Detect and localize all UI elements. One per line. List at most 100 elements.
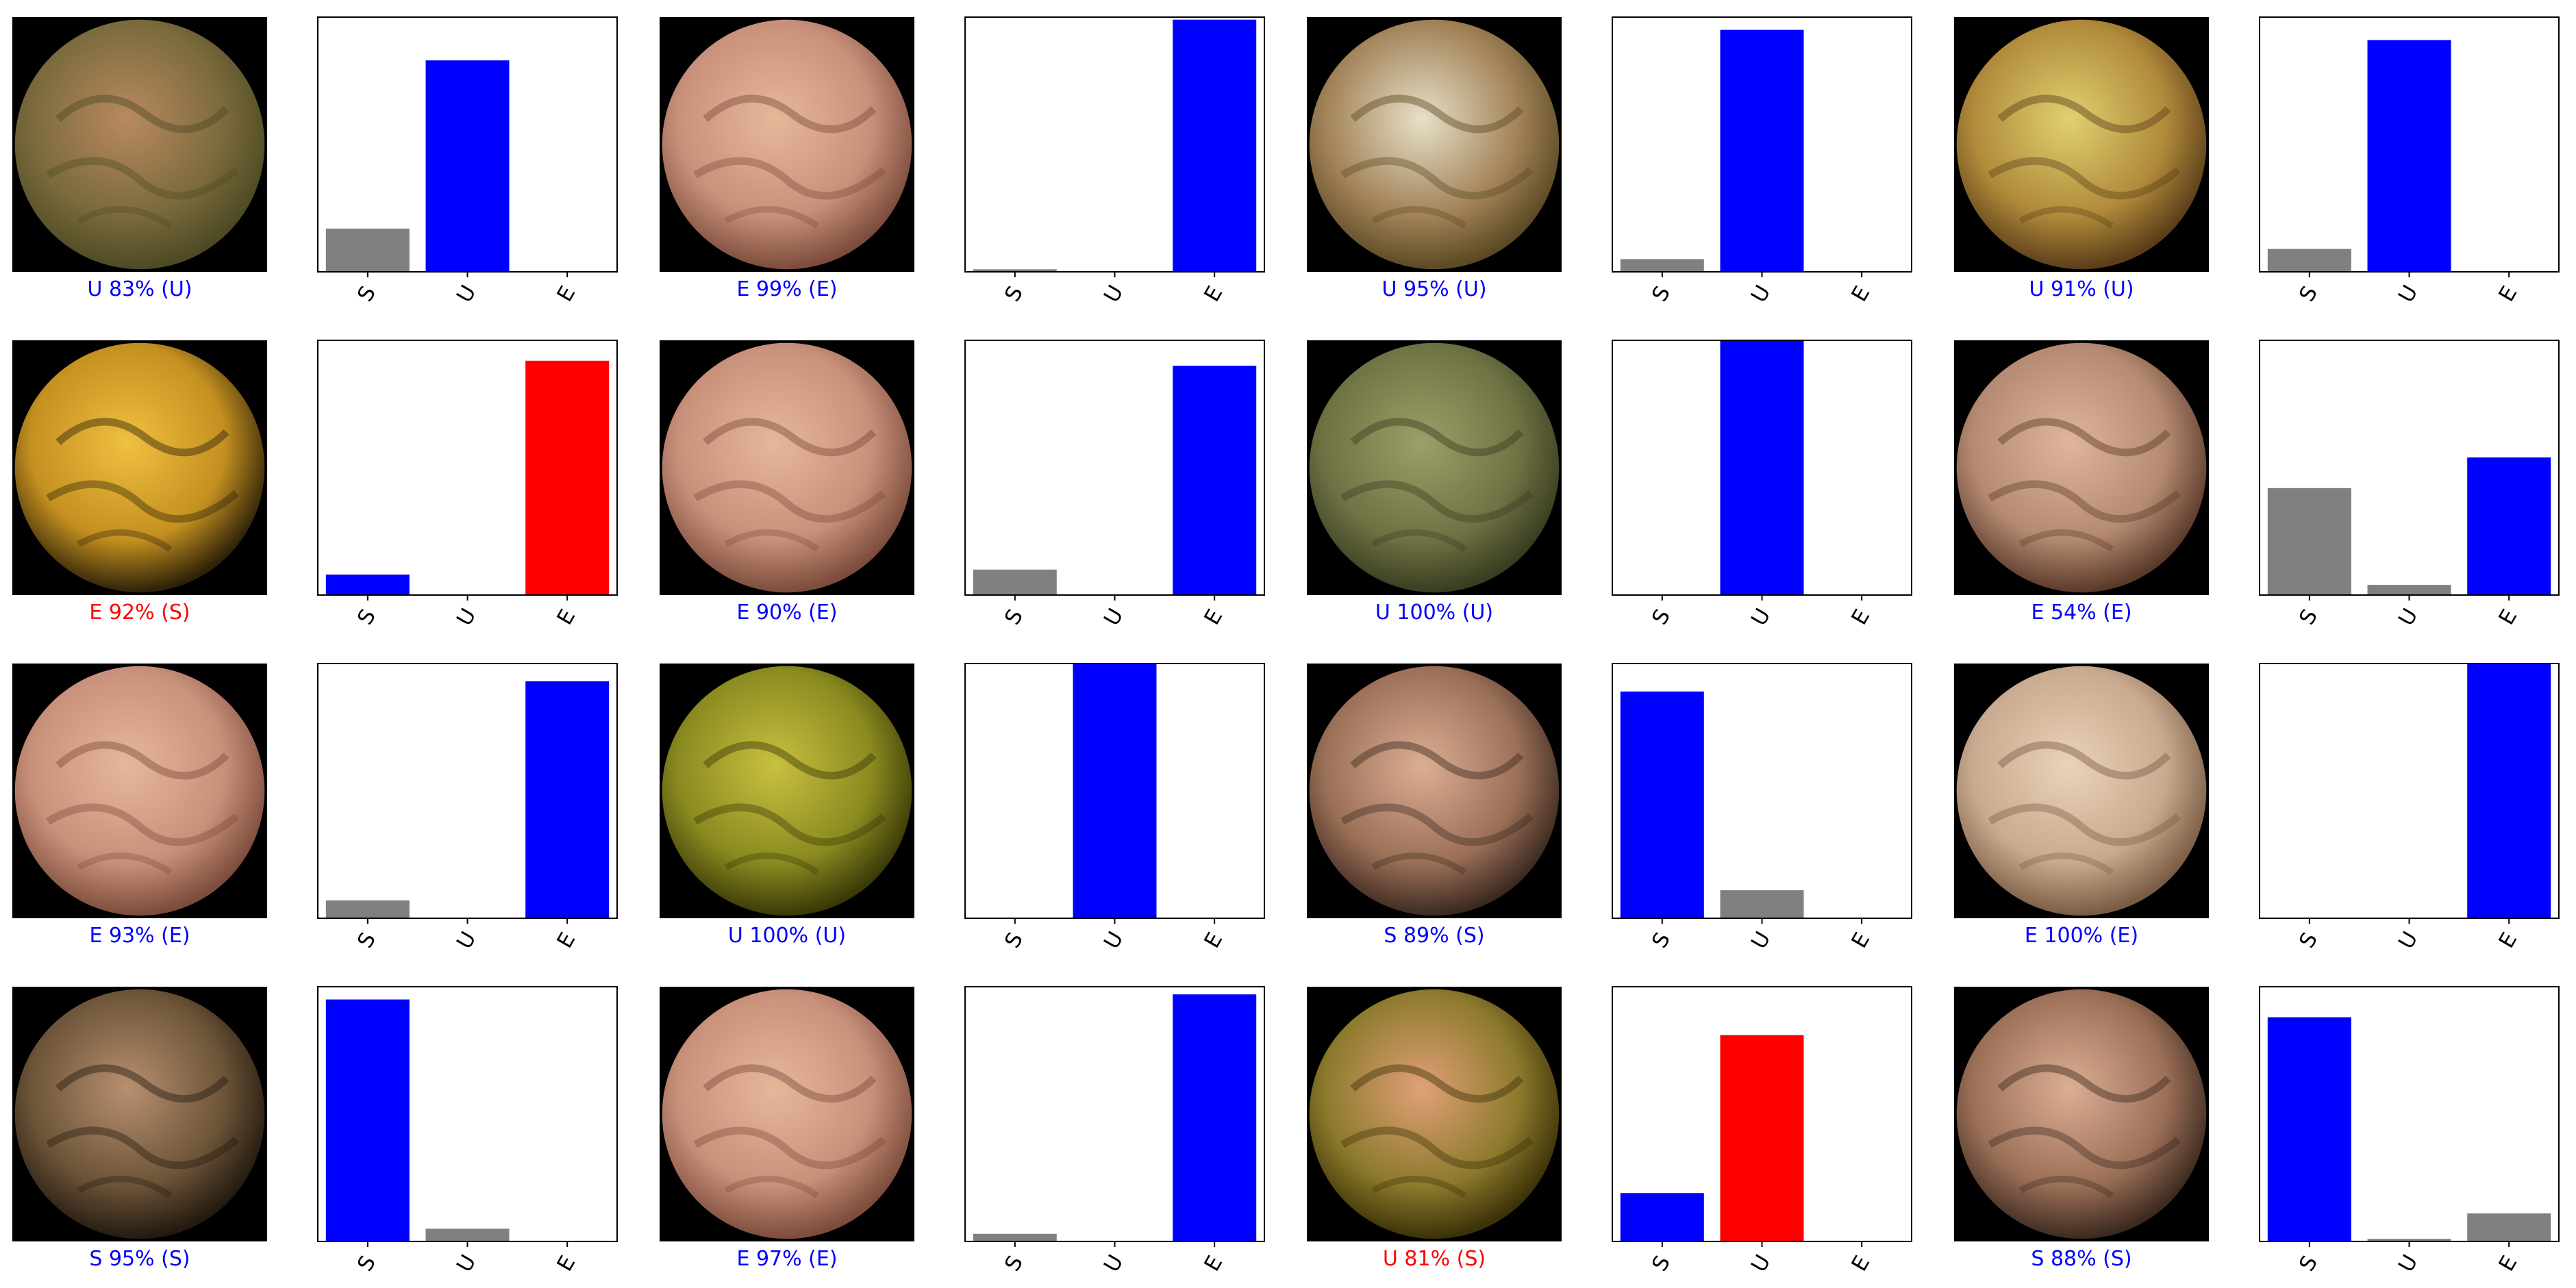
x-tick-label: E — [2494, 929, 2522, 952]
probability-bar-E — [525, 360, 610, 595]
x-tick-label: U — [1099, 604, 1129, 630]
x-tick-label: S — [2294, 605, 2323, 629]
x-tick-label: E — [2494, 1252, 2522, 1276]
probability-bar-E — [1173, 994, 1257, 1241]
probability-bar-S — [973, 269, 1057, 272]
probability-bar-S — [325, 999, 410, 1241]
prediction-caption: E 54% (E) — [2031, 601, 2132, 624]
x-tick-label: S — [1000, 282, 1028, 306]
probability-bar-S — [325, 574, 410, 595]
probability-bar-U — [1720, 1035, 1804, 1241]
prediction-caption: S 88% (S) — [2031, 1247, 2132, 1271]
probability-bar-U — [425, 1228, 510, 1241]
probability-bar-E — [2467, 664, 2551, 918]
probability-bar-E — [1173, 366, 1257, 595]
prediction-caption: U 95% (U) — [1381, 277, 1487, 301]
endoscopy-thumbnail — [1307, 340, 1562, 595]
probability-bar-S — [1620, 691, 1704, 918]
probability-bar-S — [2267, 249, 2351, 272]
x-tick-label: E — [1847, 1252, 1875, 1276]
x-tick-label: E — [2494, 282, 2522, 306]
probability-bar-U — [1720, 340, 1804, 595]
prediction-caption: E 100% (E) — [2024, 924, 2139, 948]
probability-bar-S — [973, 569, 1057, 595]
endoscopy-thumbnail — [660, 17, 914, 272]
prediction-caption: U 100% (U) — [727, 924, 847, 948]
probability-bar-U — [1720, 890, 1804, 918]
x-tick-label: E — [1847, 282, 1875, 306]
probability-bar-U — [1073, 664, 1157, 918]
prediction-caption: U 91% (U) — [2029, 277, 2134, 301]
x-tick-label: S — [353, 605, 381, 629]
prediction-caption: U 83% (U) — [87, 277, 192, 301]
x-tick-label: E — [552, 1252, 580, 1276]
x-tick-label: U — [1747, 604, 1776, 630]
x-tick-label: U — [1099, 1250, 1129, 1276]
x-tick-label: S — [1647, 282, 1675, 306]
x-tick-label: E — [1199, 282, 1227, 306]
prediction-caption: S 89% (S) — [1384, 924, 1485, 948]
prediction-caption: U 100% (U) — [1375, 601, 1494, 624]
probability-bar-S — [1620, 259, 1704, 272]
x-tick-label: S — [1647, 929, 1675, 952]
endoscopy-thumbnail — [660, 987, 914, 1241]
endoscopy-thumbnail — [660, 664, 914, 918]
endoscopy-thumbnail — [1954, 17, 2209, 272]
prediction-caption: E 99% (E) — [736, 277, 838, 301]
probability-bar-S — [2267, 488, 2351, 595]
x-tick-label: U — [1747, 281, 1776, 307]
x-tick-label: E — [1847, 605, 1875, 629]
x-tick-label: E — [552, 282, 580, 306]
x-tick-label: U — [452, 604, 482, 630]
x-tick-label: E — [552, 605, 580, 629]
endoscopy-thumbnail — [12, 340, 267, 595]
x-tick-label: U — [1747, 927, 1776, 953]
x-tick-label: U — [452, 1250, 482, 1276]
endoscopy-thumbnail — [12, 987, 267, 1241]
x-tick-label: U — [1099, 927, 1129, 953]
x-tick-label: S — [1647, 1252, 1675, 1276]
x-tick-label: U — [452, 281, 482, 307]
x-tick-label: E — [1199, 929, 1227, 952]
x-tick-label: S — [1000, 1252, 1028, 1276]
probability-bar-U — [425, 60, 510, 272]
x-tick-label: E — [1199, 1252, 1227, 1276]
endoscopy-thumbnail — [1954, 340, 2209, 595]
probability-bar-E — [2467, 457, 2551, 595]
x-tick-label: E — [2494, 605, 2522, 629]
x-tick-label: U — [2394, 1250, 2423, 1276]
x-tick-label: U — [1747, 1250, 1776, 1276]
x-tick-label: U — [2394, 604, 2423, 630]
x-tick-label: U — [2394, 281, 2423, 307]
x-tick-label: E — [1847, 929, 1875, 952]
prediction-caption: S 95% (S) — [89, 1247, 190, 1271]
probability-bar-U — [2367, 40, 2451, 272]
endoscopy-thumbnail — [1954, 664, 2209, 918]
x-tick-label: S — [2294, 929, 2323, 952]
probability-bar-U — [2367, 585, 2451, 595]
x-tick-label: S — [1647, 605, 1675, 629]
x-tick-label: E — [1199, 605, 1227, 629]
endoscopy-thumbnail — [1307, 987, 1562, 1241]
prediction-caption: U 81% (S) — [1382, 1247, 1486, 1271]
prediction-caption: E 97% (E) — [736, 1247, 838, 1271]
endoscopy-thumbnail — [1307, 664, 1562, 918]
prediction-caption: E 92% (S) — [89, 601, 190, 624]
x-tick-label: U — [452, 927, 482, 953]
endoscopy-thumbnail — [12, 17, 267, 272]
endoscopy-thumbnail — [1307, 17, 1562, 272]
x-tick-label: S — [1000, 605, 1028, 629]
x-tick-label: S — [353, 1252, 381, 1276]
